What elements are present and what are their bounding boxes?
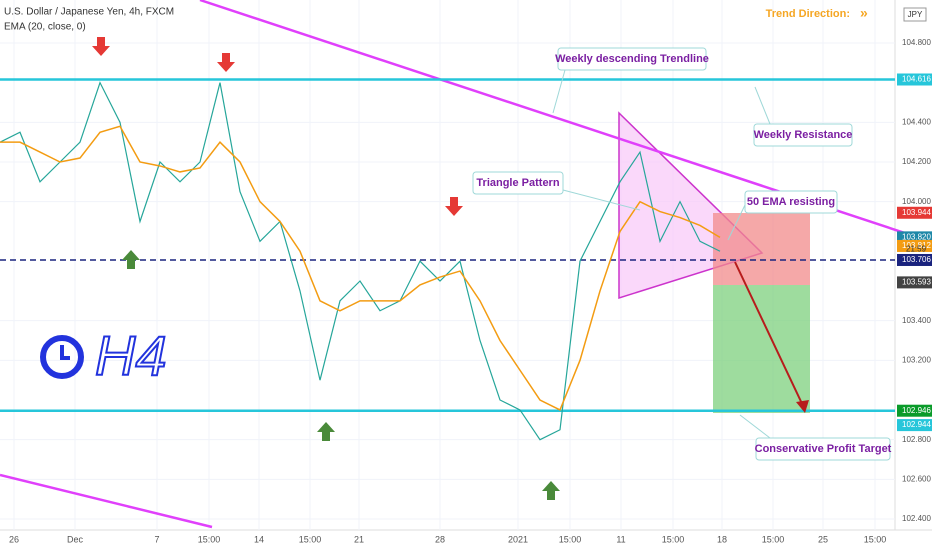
- price-tag: 103.812: [902, 241, 931, 250]
- annotation-boxes: [472, 47, 891, 461]
- trend-label: Trend Direction:: [766, 8, 850, 20]
- x-tick-label: 15:00: [662, 534, 685, 544]
- annotation: Weekly descending Trendline: [555, 53, 709, 65]
- annotation: Weekly Resistance: [754, 129, 853, 141]
- clock-icon: [40, 335, 84, 379]
- indicator-label: EMA (20, close, 0): [4, 22, 86, 33]
- price-tag-bg: [897, 73, 932, 86]
- y-tick-label: 103.200: [902, 355, 931, 364]
- price-line: [0, 81, 721, 441]
- lower-trendline: [0, 473, 213, 529]
- sell-arrows: [92, 37, 463, 216]
- x-tick-label: Dec: [67, 534, 84, 544]
- chart-title: U.S. Dollar / Japanese Yen, 4h, FXCM: [4, 7, 174, 18]
- currency-box: [903, 7, 927, 22]
- x-tick-label: 2021: [508, 534, 528, 544]
- stop-zone: [713, 213, 810, 285]
- y-tick-label: 104.800: [902, 38, 931, 47]
- annotation-leaders: [552, 69, 771, 439]
- x-tick-label: 15:00: [198, 534, 221, 544]
- y-tick-label: 104.000: [902, 197, 931, 206]
- projection-arrow: [734, 261, 806, 411]
- y-tick-label: 103.400: [902, 316, 931, 325]
- x-tick-label: 28: [435, 534, 445, 544]
- y-tick-label: 104.400: [902, 117, 931, 126]
- x-tick-label: 11: [616, 534, 625, 544]
- currency: JPY: [908, 10, 923, 19]
- x-tick-label: 18: [717, 534, 727, 544]
- y-tick-label: 104.200: [902, 157, 931, 166]
- x-tick-label: 14: [254, 534, 264, 544]
- target-zone: [713, 285, 810, 413]
- price-tag: 103.820: [902, 232, 931, 241]
- price-tag: 103.593: [902, 277, 931, 286]
- countdown: 21:59: [906, 244, 927, 253]
- y-tick-label: 102.400: [902, 514, 931, 523]
- price-tag: 103.706: [902, 255, 931, 264]
- annotation: Conservative Profit Target: [755, 443, 892, 455]
- y-tick-label: 102.600: [902, 474, 931, 483]
- annotation: 50 EMA resisting: [747, 196, 835, 208]
- price-tag-bg: [897, 253, 932, 266]
- x-tick-label: 7: [154, 534, 159, 544]
- price-tag: 102.946: [902, 406, 931, 415]
- price-axis: 104.800 104.400 104.200 104.000 103.400 103.2…: [9, 38, 932, 544]
- price-tag: 103.944: [902, 208, 931, 217]
- clock-hands: [60, 345, 70, 360]
- x-tick-label: 15:00: [864, 534, 887, 544]
- price-tag-bg: [897, 404, 932, 417]
- price-tag: 104.616: [902, 75, 931, 84]
- timeframe: H4: [95, 324, 167, 387]
- price-tag: 102.944: [902, 420, 931, 429]
- x-tick-label: 26: [9, 534, 19, 544]
- x-tick-label: 25: [818, 534, 828, 544]
- x-tick-label: 15:00: [762, 534, 785, 544]
- y-tick-label: 102.800: [902, 435, 931, 444]
- buy-arrows: [122, 250, 560, 500]
- price-tag-bg: [897, 206, 932, 219]
- trend-icon: »: [860, 5, 868, 21]
- arrowhead: [796, 400, 809, 413]
- annotation: Triangle Pattern: [476, 177, 559, 189]
- plot: [0, 78, 895, 441]
- price-tag-bg: [897, 239, 932, 252]
- x-tick-label: 15:00: [299, 534, 322, 544]
- price-tag-bg: [897, 276, 932, 289]
- price-line: [0, 125, 721, 411]
- x-tick-label: 15:00: [559, 534, 582, 544]
- price-tag-bg: [897, 419, 932, 432]
- x-tick-label: 21: [354, 534, 364, 544]
